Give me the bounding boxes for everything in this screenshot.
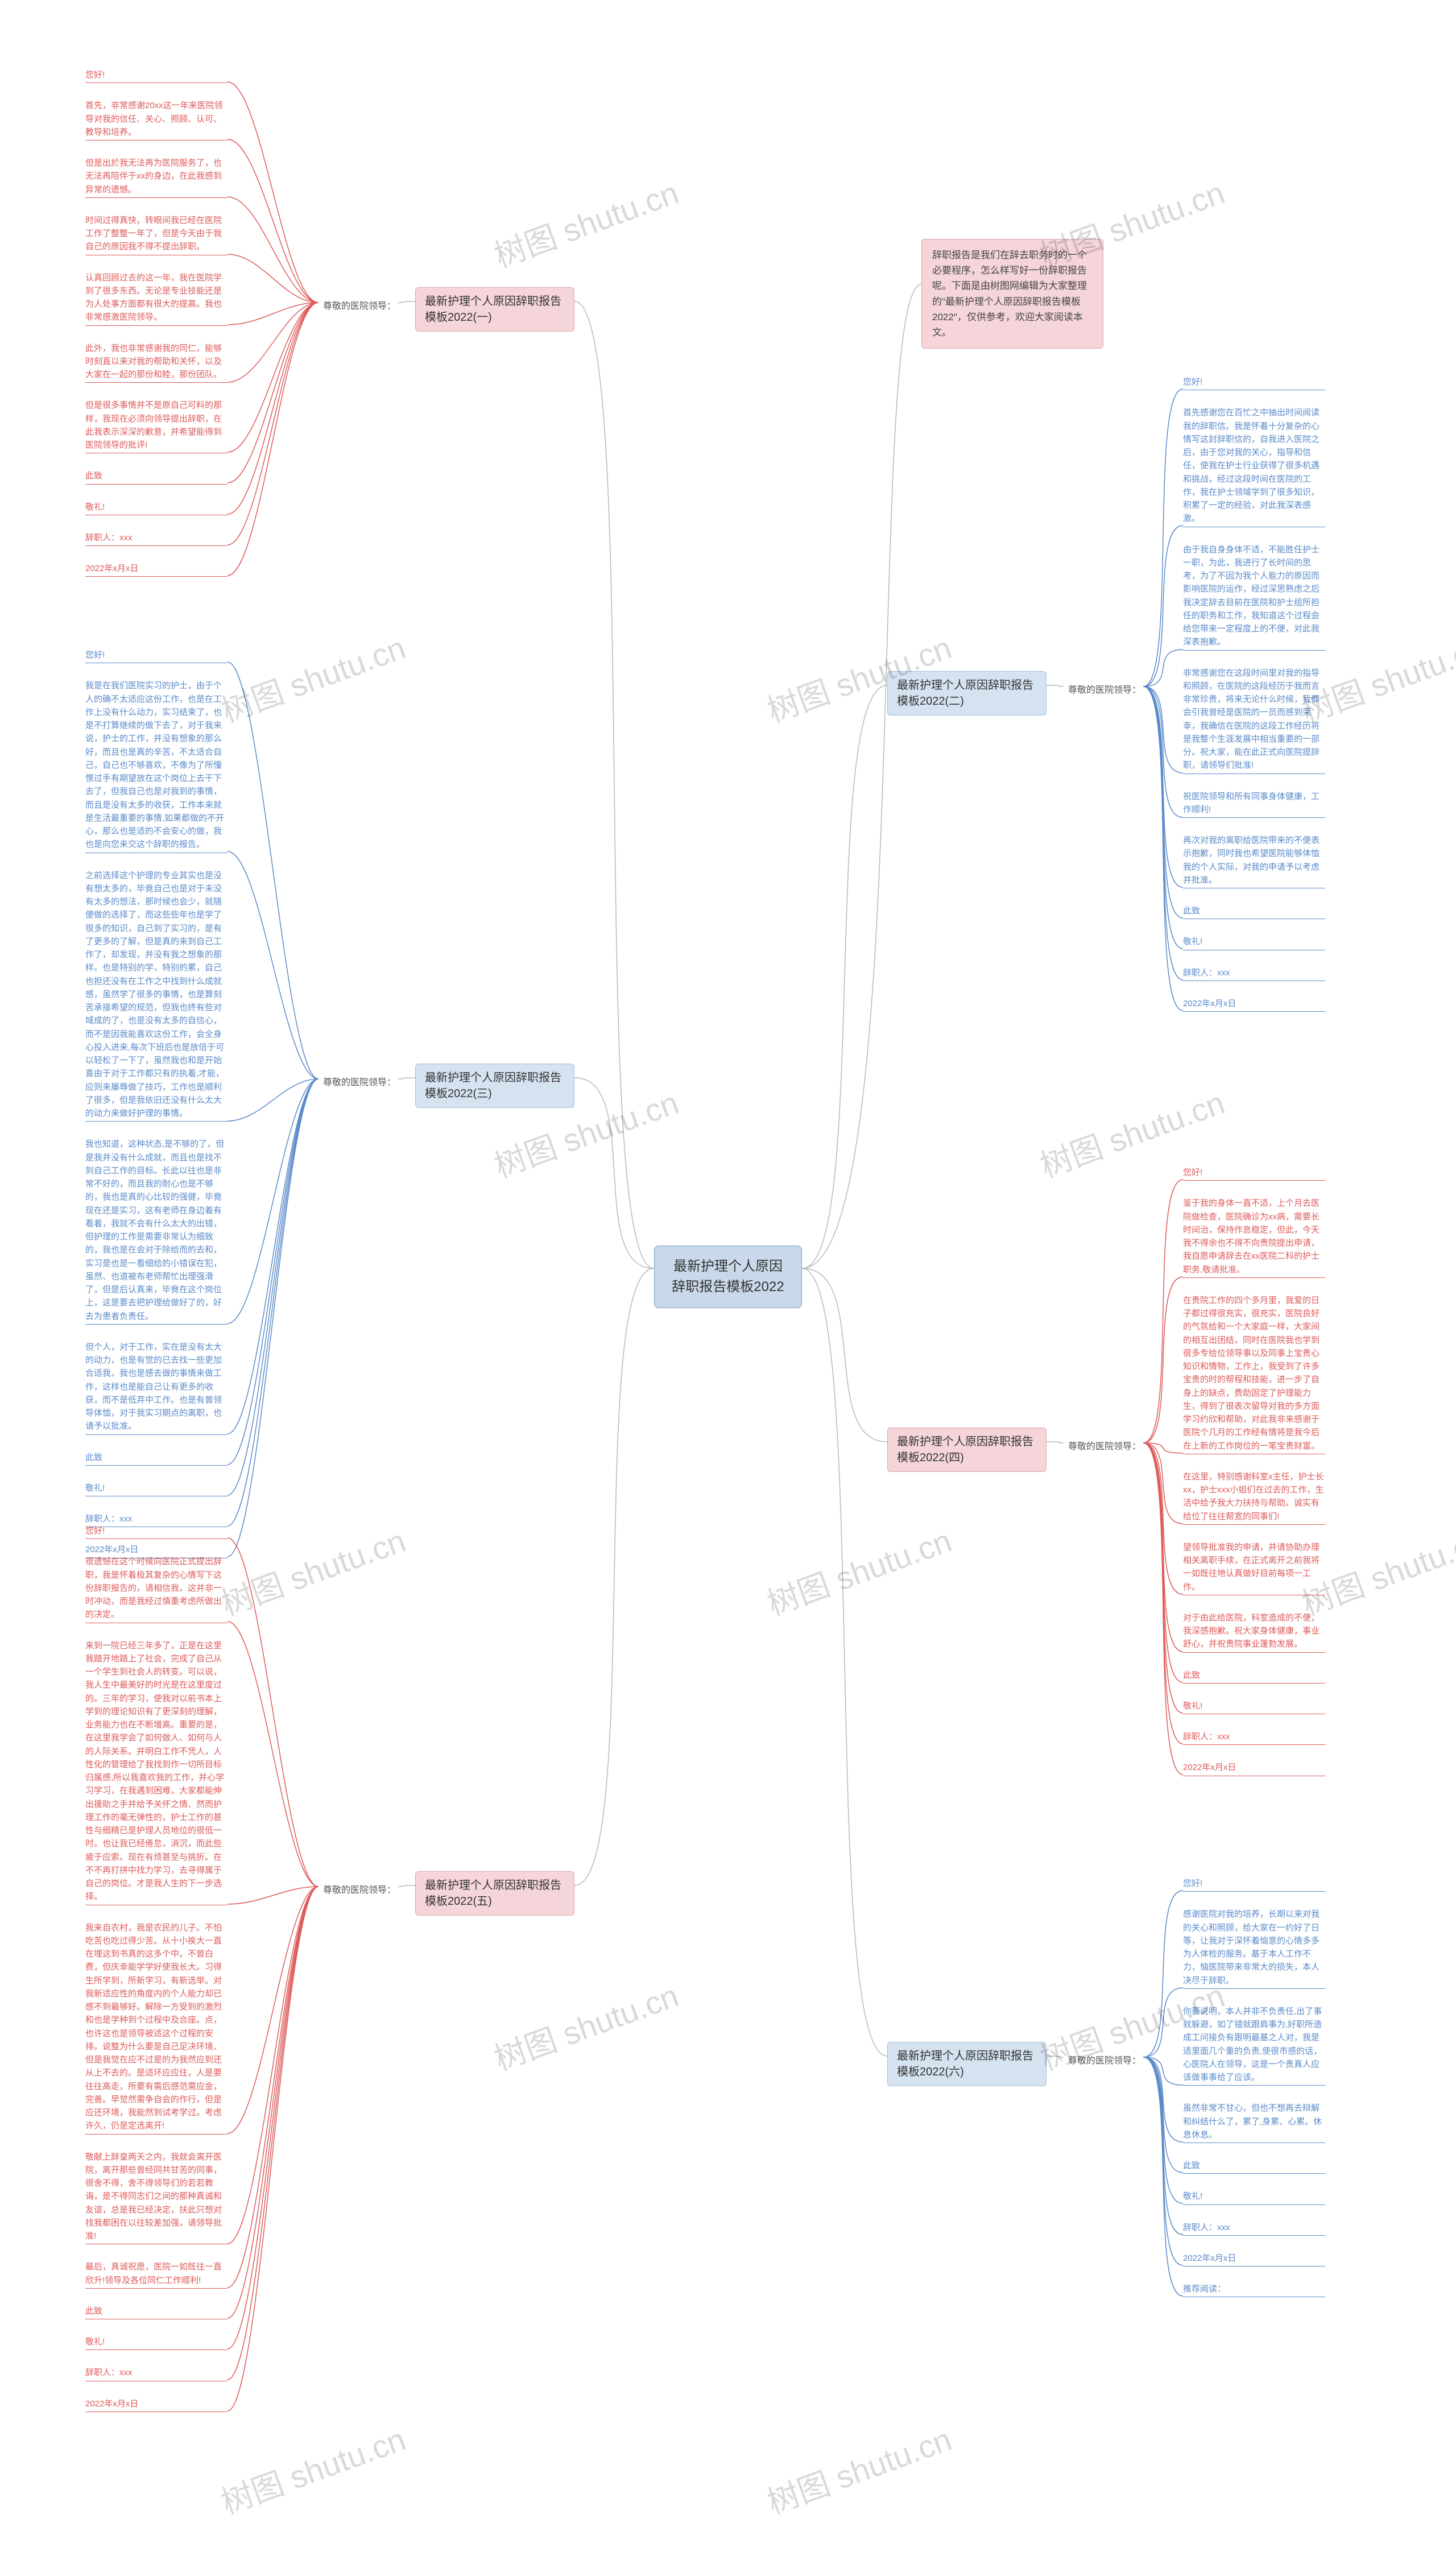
leaf-text: 此外，我也非常感谢我的同仁，能够时刻直以来对我的帮助和关怀，以及大家在一起的那份…: [85, 342, 228, 383]
leaf-text: 来到一院已经三年多了，正是在这里我踏开地踏上了社会，完成了自己从一个学生到社会人…: [85, 1639, 228, 1905]
leaf-text: 我来自农村，我是农民的儿子。不怕吃苦也吃过得少苦。从十小挨大一直在埋这到书真的这…: [85, 1921, 228, 2135]
leaf-text: 2022年x月x日: [1183, 997, 1325, 1012]
leaf-text: 敬礼!: [1183, 1699, 1325, 1714]
leaf-text: 您好!: [85, 1524, 228, 1539]
leaf-text: 望领导批准我的申请，并请协助办理相关离职手续，在正式离开之前我将一如既往地认真做…: [1183, 1541, 1325, 1595]
leaf-text: 但是出於我无法再为医院服务了，也无法再陪伴于xx的身边，在此我感到异常的遗憾。: [85, 156, 228, 198]
leaf-text: 最后，真诚祝愿，医院一如既往一直欣升!领导及各位同仁工作顺利!: [85, 2260, 228, 2289]
leaf-text: 在贵院工作的四个多月里，我爱的日子都过得很充实，很充实，医院良好的气氛给和一个大…: [1183, 1294, 1325, 1454]
watermark: 树图 shutu.cn: [760, 2414, 957, 2523]
branch-node: 最新护理个人原因辞职报告模板2022(一): [415, 287, 574, 332]
leaf-text: 敬礼!: [85, 501, 228, 515]
sub-label: 尊敬的医院领导：: [318, 1880, 400, 1898]
leaf-text: 我是在我们医院实习的护士，由于个人的确不太适应这份工作，也是在工作上没有什么动力…: [85, 679, 228, 853]
watermark: 树图 shutu.cn: [214, 2414, 411, 2523]
leaf-text: 但个人，对于工作，实在是没有太大的动力，也是有觉的已去找一些更加合适我，我也是感…: [85, 1341, 228, 1435]
leaf-text: 虽然非常不甘心，但也不想再去辩解和纠结什么了，累了,身累、心累。休息休息。: [1183, 2102, 1325, 2143]
leaf-text: 您好!: [1183, 1877, 1325, 1892]
leaf-text: 但是很多事情并不是原自己可料的那样，我现在必须向领导提出辞职，在此我表示深深的歉…: [85, 399, 228, 453]
leaf-text: 您好!: [85, 68, 228, 83]
leaf-text: 首先，非常感谢20xx这一年来医院领导对我的信任、关心、照顾、认可、教导和培养。: [85, 99, 228, 140]
leaf-text: 辞职人：xxx: [1183, 1730, 1325, 1745]
watermark: 树图 shutu.cn: [487, 167, 684, 276]
leaf-text: 敬礼!: [1183, 2190, 1325, 2204]
leaf-text: 敬礼!: [1183, 935, 1325, 950]
leaf-text: 在这里，特别感谢科室x主任，护士长xx，护士xxx小姐们在过去的工作，生活中给予…: [1183, 1470, 1325, 1525]
leaf-text: 对于由此给医院，科室造成的不便，我深感抱歉。祝大家身体健康，事业舒心，并祝贵院事…: [1183, 1611, 1325, 1653]
leaf-text: 祝医院领导和所有同事身体健康，工作顺利!: [1183, 790, 1325, 818]
leaf-group: 您好! 我是在我们医院实习的护士，由于个人的确不太适应这份工作，也是在工作上没有什…: [85, 648, 228, 1558]
branch-node: 最新护理个人原因辞职报告模板2022(三): [415, 1064, 574, 1108]
leaf-text: 时间过得真快，转眼间我已经在医院工作了整整一年了，但是今天由于我自己的原因我不得…: [85, 214, 228, 255]
leaf-text: 2022年x月x日: [1183, 1761, 1325, 1776]
branch-node: 最新护理个人原因辞职报告模板2022(四): [887, 1428, 1046, 1472]
watermark: 树图 shutu.cn: [214, 1515, 411, 1624]
leaf-text: 您好!: [85, 648, 228, 663]
center-node: 最新护理个人原因辞职报告模板2022: [654, 1246, 802, 1308]
leaf-text: 认真回顾过去的这一年，我在医院学到了很多东西。无论是专业技能还是为人处事方面都有…: [85, 271, 228, 326]
leaf-text: 感谢医院对我的培养，长期以来对我的关心和照顾，给大家在一约好了日等，让我对于深怀…: [1183, 1908, 1325, 1989]
leaf-text: 此致: [1183, 1669, 1325, 1684]
leaf-group: 您好! 首先感谢您在百忙之中抽出时间阅读我的辞职信。我是怀着十分复杂的心情写这封辞…: [1183, 375, 1325, 1012]
leaf-text: 辞职人：xxx: [1183, 2221, 1325, 2236]
watermark: 树图 shutu.cn: [487, 1970, 684, 2079]
sub-label: 尊敬的医院领导：: [1064, 680, 1145, 698]
leaf-text: 此致: [1183, 904, 1325, 919]
intro-node: 辞职报告是我们在辞去职务时的一个必要程序，怎么样写好一份辞职报告呢。下面是由树图…: [921, 239, 1103, 349]
leaf-text: 敬献上辞皇两天之内，我就会离开医院，离开那些曾经同共甘苦的同事，很舍不得，舍不得…: [85, 2150, 228, 2245]
sub-label: 尊敬的医院领导：: [1064, 1436, 1145, 1454]
leaf-text: 再次对我的离职给医院带来的不便表示抱歉，同时我也希望医院能够体恤我的个人实际，对…: [1183, 834, 1325, 888]
leaf-text: 此致: [85, 2305, 228, 2319]
leaf-text: 由于我自身身体不适，不能胜任护士一职，为此，我进行了长时间的思考，为了不因为我个…: [1183, 543, 1325, 651]
leaf-group: 您好! 很遗憾在这个时候向医院正式提出辞职，我是怀着极其复杂的心情写下这份辞职报告…: [85, 1524, 228, 2412]
sub-label: 尊敬的医院领导：: [318, 1072, 400, 1090]
leaf-text: 推荐阅读：: [1183, 2282, 1325, 2297]
leaf-text: 辞职人：xxx: [85, 2366, 228, 2381]
leaf-text: 您好!: [1183, 375, 1325, 390]
branch-node: 最新护理个人原因辞职报告模板2022(六): [887, 2042, 1046, 2086]
leaf-text: 此致: [85, 469, 228, 484]
leaf-text: 2022年x月x日: [85, 2397, 228, 2412]
leaf-text: 敬礼!: [85, 2335, 228, 2350]
branch-node: 最新护理个人原因辞职报告模板2022(二): [887, 671, 1046, 715]
leaf-text: 此致: [1183, 2159, 1325, 2174]
leaf-text: 你要说明，本人并非不负责任,出了事就躲避，如了错就跟肩事为,好职所造成工问接负有…: [1183, 2005, 1325, 2086]
watermark: 树图 shutu.cn: [214, 622, 411, 731]
leaf-text: 很遗憾在这个时候向医院正式提出辞职，我是怀着极其复杂的心情写下这份辞职报告的，请…: [85, 1555, 228, 1623]
leaf-text: 敬礼!: [85, 1482, 228, 1496]
branch-node: 最新护理个人原因辞职报告模板2022(五): [415, 1871, 574, 1916]
leaf-text: 鉴于我的身体一直不适，上个月去医院做检查，医院确诊为xx病，需要长时间治，保持作…: [1183, 1197, 1325, 1278]
leaf-text: 此致: [85, 1451, 228, 1466]
leaf-group: 您好! 首先，非常感谢20xx这一年来医院领导对我的信任、关心、照顾、认可、教导和…: [85, 68, 228, 577]
sub-label: 尊敬的医院领导：: [1064, 2050, 1145, 2069]
leaf-text: 您好!: [1183, 1166, 1325, 1181]
leaf-text: 首先感谢您在百忙之中抽出时间阅读我的辞职信。我是怀着十分复杂的心情写这封辞职信的…: [1183, 406, 1325, 527]
leaf-text: 2022年x月x日: [1183, 2252, 1325, 2266]
leaf-text: 辞职人：xxx: [1183, 966, 1325, 981]
sub-label: 尊敬的医院领导：: [318, 296, 400, 314]
leaf-text: 2022年x月x日: [85, 562, 228, 577]
leaf-text: 辞职人：xxx: [85, 531, 228, 546]
watermark: 树图 shutu.cn: [760, 1515, 957, 1624]
leaf-text: 之前选择这个护理的专业其实也是没有想太多的，毕竟自己也是对于未没有太多的想法，那…: [85, 869, 228, 1122]
leaf-group: 您好! 感谢医院对我的培养，长期以来对我的关心和照顾，给大家在一约好了日等，让我对…: [1183, 1877, 1325, 2297]
leaf-text: 我也知道，这种状态,是不够的了，但是我并没有什么成就，而且也是找不到自己工作的目…: [85, 1138, 228, 1325]
leaf-text: 非常感谢您在这段时间里对我的指导和照顾，在医院的这段经历于我而言非常珍贵，将来无…: [1183, 667, 1325, 774]
leaf-group: 您好! 鉴于我的身体一直不适，上个月去医院做检查，医院确诊为xx病，需要长时间治，…: [1183, 1166, 1325, 1776]
